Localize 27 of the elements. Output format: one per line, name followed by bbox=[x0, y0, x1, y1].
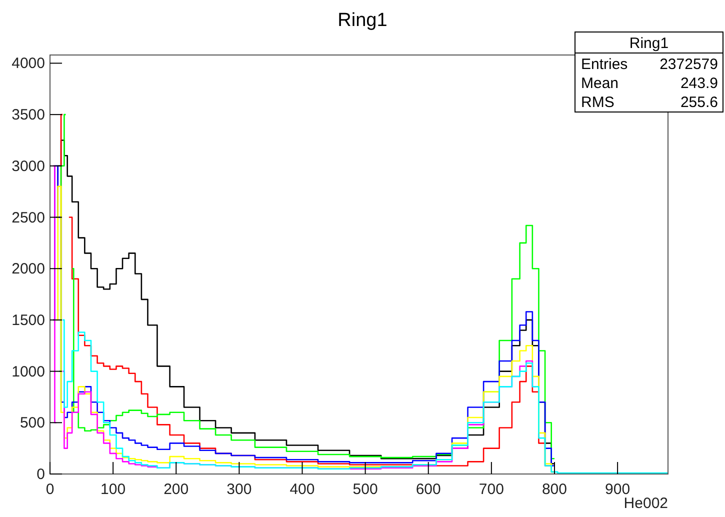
y-tick-label: 3000 bbox=[12, 158, 45, 175]
x-axis-title: He002 bbox=[624, 495, 668, 512]
x-tick-label: 300 bbox=[226, 481, 252, 498]
y-tick-label: 500 bbox=[20, 414, 45, 432]
x-tick-label: 700 bbox=[478, 481, 504, 498]
text: 243.9 bbox=[680, 75, 718, 92]
y-tick-label: 2500 bbox=[12, 209, 45, 226]
annotation: RMS bbox=[581, 94, 614, 111]
y-tick-label: 1000 bbox=[12, 363, 45, 380]
y-tick-label: 1500 bbox=[12, 312, 45, 329]
x-tick-label: 600 bbox=[416, 481, 441, 498]
y-tick-label: 4000 bbox=[12, 55, 45, 72]
x-tick-label: 200 bbox=[164, 481, 189, 498]
x-tick-label: 100 bbox=[100, 481, 126, 498]
chart-title: Ring1 bbox=[338, 10, 388, 31]
annotation: Mean bbox=[581, 75, 619, 92]
text: Ring1 bbox=[629, 35, 669, 52]
x-tick-label: 500 bbox=[352, 481, 378, 498]
annotation: Entries bbox=[581, 56, 628, 73]
x-tick-label: 900 bbox=[605, 481, 630, 498]
y-tick-label: 2000 bbox=[12, 260, 45, 278]
text: 255.6 bbox=[680, 94, 718, 111]
y-tick-label: 3500 bbox=[12, 106, 45, 124]
x-tick-label: 400 bbox=[290, 481, 315, 498]
x-tick-label: 800 bbox=[542, 481, 568, 498]
annotation: 2372579 bbox=[660, 56, 718, 73]
y-tick-label: 0 bbox=[36, 466, 45, 483]
